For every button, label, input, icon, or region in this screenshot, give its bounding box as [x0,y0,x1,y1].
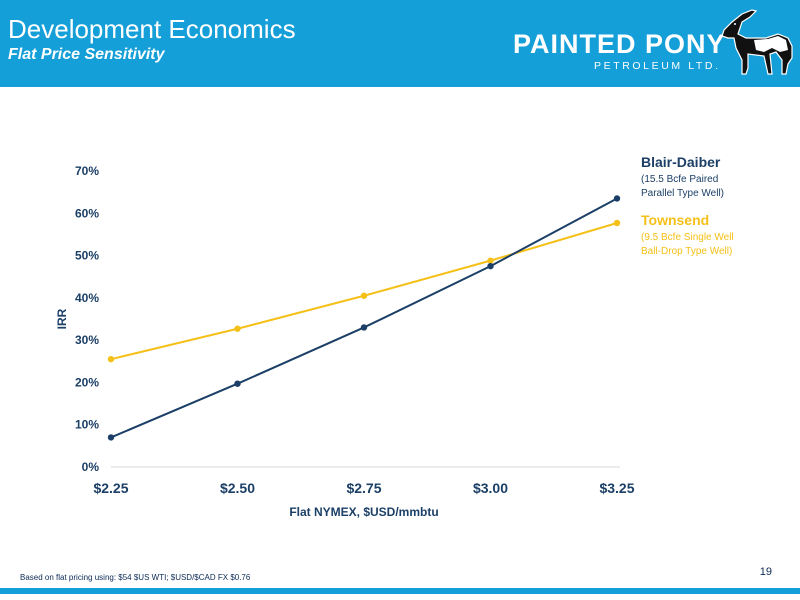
page-number: 19 [759,566,772,578]
series-line-townsend [110,222,618,361]
legend-townsend: Townsend (9.5 Bcfe Single Well Ball-Drop… [641,212,734,259]
y-tick-label: 40% [75,291,99,305]
data-point-blair-daiber [360,324,368,331]
y-tick-label: 20% [75,375,99,389]
x-tick-label: $2.75 [346,480,381,496]
legend-blair-daiber-desc: (15.5 Bcfe Paired Parallel Type Well) [641,174,724,199]
irr-line-chart: 0%10%20%30%40%50%60%70% $2.25 $2.50 $2.75 $… [55,164,635,519]
legend-townsend-desc: (9.5 Bcfe Single Well Ball-Drop Type Wel… [641,232,734,257]
x-tick-label: $3.25 [599,480,634,496]
data-point-blair-daiber [613,195,621,202]
company-logo-name: PAINTED PONY [513,29,726,59]
data-point-townsend [487,257,494,264]
y-axis-ticks: 0% 10% 20% 30% 40% 50% 60% 70% [75,164,99,474]
y-tick-label: 60% [75,206,99,220]
data-point-blair-daiber [487,262,494,270]
series-blair-daiber [107,195,621,441]
series-line-blair-daiber [110,197,618,439]
data-point-townsend [613,219,621,227]
data-point-blair-daiber [234,380,241,387]
company-logo-subtitle: PETROLEUM LTD. [594,60,721,72]
y-tick-label: 10% [75,418,99,432]
legend-blair-daiber: Blair-Daiber (15.5 Bcfe Paired Parallel … [641,154,724,201]
y-axis-label: IRR [55,308,69,329]
data-point-blair-daiber [107,434,115,441]
footnote: Based on flat pricing using: $54 $US WTI… [20,573,251,582]
y-tick-label: 30% [75,333,99,347]
series-townsend [107,219,621,363]
series-lines [107,195,621,441]
legend-blair-daiber-name: Blair-Daiber [641,154,721,170]
x-axis-label: Flat NYMEX, $USD/mmbtu [289,505,438,519]
x-axis-ticks: $2.25 $2.50 $2.75 $3.00 $3.25 [93,480,634,496]
y-tick-label: 50% [75,249,99,263]
data-point-townsend [234,325,241,332]
data-point-townsend [360,292,368,299]
x-tick-label: $2.50 [220,480,255,496]
y-tick-label: 70% [75,164,99,178]
slide-title: Development Economics [8,14,296,44]
legend-townsend-name: Townsend [641,212,710,228]
x-tick-label: $3.00 [473,480,508,496]
pony-logo-icon [721,9,793,75]
slide-subtitle: Flat Price Sensitivity [8,46,165,63]
y-tick-label: 0% [82,460,100,474]
header-bar: Development Economics Flat Price Sensiti… [0,0,800,87]
x-tick-label: $2.25 [93,480,128,496]
footer-bar [0,588,800,594]
data-point-townsend [107,355,115,363]
